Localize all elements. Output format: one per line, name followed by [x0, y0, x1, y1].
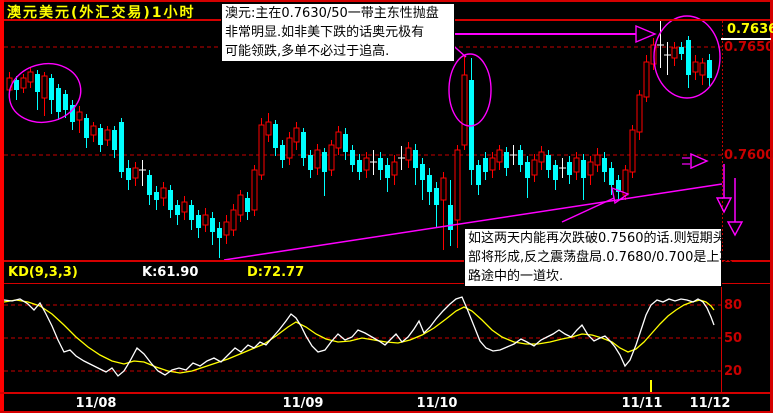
date-label-1110: 11/10: [416, 396, 458, 411]
date-axis-line: [0, 392, 773, 394]
window-border-left: [0, 0, 4, 413]
date-label-1111: 11/11: [621, 396, 663, 411]
price-label-7650: 0.7650: [724, 40, 773, 55]
chart-title: 澳元美元(外汇交易)1小时: [7, 5, 196, 21]
kd-scale-20: 20: [724, 364, 743, 379]
date-label-1112: 11/12: [689, 396, 731, 411]
annotation-line: 非常明显.如非美下跌的话奥元极有: [225, 25, 425, 40]
kd-k-value: K:61.90: [142, 265, 199, 280]
date-label-1109: 11/09: [282, 396, 324, 411]
annotation-line: 部将形成,反之震荡盘局.0.7680/0.700是上攻: [468, 250, 733, 265]
current-price-label: 0.7636: [727, 22, 773, 37]
price-label-7600: 0.7600: [724, 148, 773, 163]
kd-panel-right-border: [721, 284, 722, 392]
annotation-line: 澳元:主在0.7630/50一带主东性抛盘: [225, 6, 439, 21]
annotation-box-bottom[interactable]: 如这两天内能再次跌破0.7560的话.则短期头 部将形成,反之震荡盘局.0.76…: [464, 228, 733, 287]
kd-d-value: D:72.77: [247, 265, 305, 280]
chart-kd-separator: [0, 260, 773, 262]
kd-scale-50: 50: [724, 331, 743, 346]
annotation-box-top[interactable]: 澳元:主在0.7630/50一带主东性抛盘 非常明显.如非美下跌的话奥元极有 可…: [221, 3, 455, 62]
annotation-line: 可能领跌,多单不必过于追高.: [225, 44, 390, 59]
window-border-top: [0, 0, 773, 2]
kd-indicator-name: KD(9,3,3): [8, 265, 78, 280]
date-label-1108: 11/08: [75, 396, 117, 411]
annotation-line: 如这两天内能再次跌破0.7560的话.则短期头: [468, 231, 726, 246]
window-border-bottom: [0, 411, 773, 413]
annotation-line: 路途中的一道坎.: [468, 269, 564, 284]
window-border-right: [770, 0, 773, 413]
kd-scale-80: 80: [724, 298, 743, 313]
kd-panel-top-border: [0, 283, 773, 284]
current-price-marker-line: [721, 38, 771, 40]
